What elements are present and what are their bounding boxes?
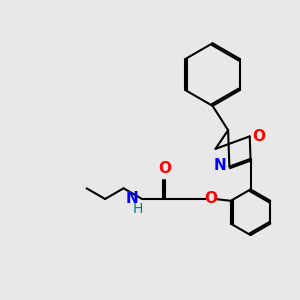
Text: N: N <box>214 158 226 173</box>
Text: O: O <box>204 191 217 206</box>
Text: O: O <box>253 129 266 144</box>
Text: N: N <box>126 191 138 206</box>
Text: O: O <box>158 161 171 176</box>
Text: H: H <box>133 202 143 216</box>
